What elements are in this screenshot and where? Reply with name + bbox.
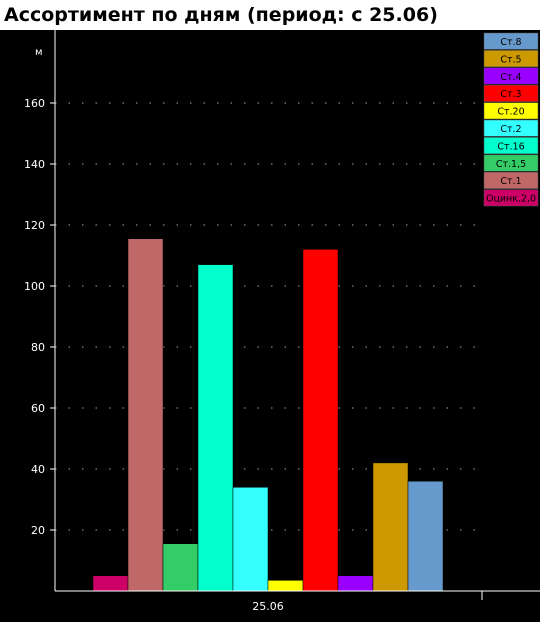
legend-label: Ст.3: [500, 89, 521, 100]
legend-swatch: [483, 50, 539, 68]
legend-swatch: [483, 32, 539, 50]
legend-label: Ст.20: [497, 107, 524, 118]
x-tick-label: 25.06: [252, 600, 284, 613]
legend-swatch: [483, 102, 539, 120]
legend-item: Ст.4: [483, 67, 539, 85]
y-tick-label: 40: [31, 463, 45, 476]
legend-label: Ст.2: [500, 124, 521, 135]
legend-label: Ст.8: [500, 37, 521, 48]
bar-10: [407, 480, 444, 592]
y-axis-label: м: [35, 47, 43, 58]
legend-item: Ст.2: [483, 119, 539, 137]
y-tick-label: 100: [24, 280, 45, 293]
legend-item: Ст.1,5: [483, 154, 539, 172]
y-tick-label: 160: [24, 97, 45, 110]
legend-label: Ст.4: [500, 72, 521, 83]
legend-item: Ст.1: [483, 171, 539, 189]
legend-label: Ст.16: [497, 141, 524, 152]
legend-label: Ст.5: [500, 54, 521, 65]
bar-4: [197, 264, 234, 592]
y-tick-label: 20: [31, 524, 45, 537]
legend: Ст.8 Ст.5 Ст.4 Ст.3 Ст.20 Ст.2 Ст.16 Ст.1,5 Ст.1…: [483, 32, 539, 207]
grid-lines: [55, 102, 482, 531]
legend-swatch: [483, 84, 539, 102]
legend-swatch: [483, 137, 539, 155]
y-tick-label: 60: [31, 402, 45, 415]
legend-label: Ст.1,5: [496, 159, 526, 170]
y-tick-label: 140: [24, 158, 45, 171]
legend-item: Ст.16: [483, 137, 539, 155]
chart-title: Ассортимент по дням (период: с 25.06): [0, 0, 540, 30]
y-tick-label: 120: [24, 219, 45, 232]
bar-7: [302, 249, 339, 592]
bar-8: [337, 575, 374, 592]
bar-6: [267, 580, 304, 592]
bars: [92, 238, 444, 592]
legend-label: Оцинк.2,0: [486, 194, 536, 205]
legend-item: Ст.5: [483, 50, 539, 68]
legend-swatch: [483, 119, 539, 137]
legend-swatch: [483, 171, 539, 189]
bar-9: [372, 462, 409, 592]
legend-item: Ст.20: [483, 102, 539, 120]
bar-5: [232, 487, 269, 592]
bar-1: [92, 575, 129, 592]
legend-swatch: [483, 154, 539, 172]
y-tick-label: 80: [31, 341, 45, 354]
legend-swatch: [483, 67, 539, 85]
bar-3: [162, 543, 199, 592]
legend-item: Ст.3: [483, 84, 539, 102]
legend-item: Оцинк.2,0: [483, 189, 539, 207]
legend-swatch: [483, 189, 539, 207]
legend-item: Ст.8: [483, 32, 539, 50]
bar-2: [127, 238, 164, 592]
y-axis-ticks: 20 40 60 80 100 120 140 160: [24, 97, 55, 537]
legend-label: Ст.1: [500, 176, 521, 187]
